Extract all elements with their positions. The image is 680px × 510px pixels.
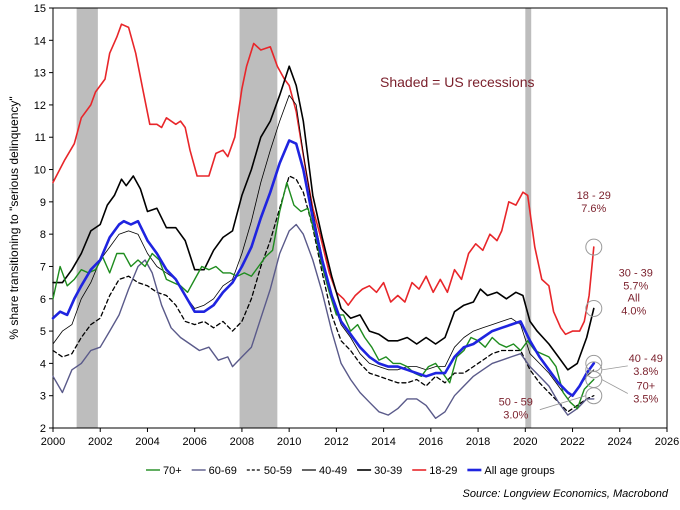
annotation-label-5-0: 50 - 59 xyxy=(499,397,533,409)
legend-label-5: 18-29 xyxy=(429,465,457,477)
x-tick-label-11: 2022 xyxy=(560,436,584,448)
y-tick-label-8: 10 xyxy=(34,165,46,177)
series-line-60-69 xyxy=(52,223,595,419)
recession-note: Shaded = US recessions xyxy=(380,74,534,90)
legend-label-6: All age groups xyxy=(484,465,555,477)
annotation-leader-3 xyxy=(601,365,628,371)
annotation-circle-0 xyxy=(585,238,603,256)
recession-band-1 xyxy=(239,8,278,428)
annotation-label-3-1: 3.8% xyxy=(633,366,658,378)
y-tick-label-6: 8 xyxy=(40,229,46,241)
plot-frame xyxy=(52,7,668,429)
x-tick-label-13: 2026 xyxy=(655,436,679,448)
annotation-circle-1 xyxy=(585,299,603,317)
source-note: Source: Longview Economics, Macrobond xyxy=(463,488,669,500)
y-tick-label-5: 7 xyxy=(40,261,46,273)
x-tick-label-10: 2020 xyxy=(513,436,537,448)
y-tick-label-13: 15 xyxy=(34,3,46,15)
annotation-label-0-0: 18 - 29 xyxy=(577,190,611,202)
legend-label-2: 50-59 xyxy=(264,465,292,477)
y-tick-label-12: 14 xyxy=(34,35,46,47)
legend-label-4: 30-39 xyxy=(374,465,402,477)
legend-label-0: 70+ xyxy=(163,465,182,477)
x-tick-label-6: 2012 xyxy=(324,436,348,448)
x-tick-label-7: 2014 xyxy=(371,436,395,448)
annotation-label-0-1: 7.6% xyxy=(581,203,606,215)
y-tick-label-10: 12 xyxy=(34,100,46,112)
x-tick-label-9: 2018 xyxy=(466,436,490,448)
y-tick-label-4: 6 xyxy=(40,294,46,306)
y-tick-label-9: 11 xyxy=(35,132,46,144)
y-tick-label-7: 9 xyxy=(40,197,46,209)
series-lines xyxy=(51,23,596,419)
annotation-label-2-0: All xyxy=(628,292,640,304)
annotation-label-4-0: 70+ xyxy=(636,381,655,393)
y-tick-label-0: 2 xyxy=(40,423,46,435)
series-line-50-59 xyxy=(52,175,595,413)
x-tick-label-4: 2008 xyxy=(230,436,254,448)
x-tick-label-0: 2000 xyxy=(41,436,65,448)
legend-label-1: 60-69 xyxy=(209,465,237,477)
annotation-label-5-1: 3.0% xyxy=(503,410,528,422)
annotation-label-1-1: 5.7% xyxy=(623,280,648,292)
y-tick-label-11: 13 xyxy=(34,68,46,80)
series-line-70- xyxy=(52,181,595,410)
series-line-18-29 xyxy=(52,23,595,336)
x-tick-label-3: 2006 xyxy=(182,436,206,448)
x-tick-label-2: 2004 xyxy=(135,436,159,448)
y-tick-label-2: 4 xyxy=(40,358,46,370)
x-tick-label-5: 2010 xyxy=(277,436,301,448)
legend-label-3: 40-49 xyxy=(319,465,347,477)
x-tick-label-12: 2024 xyxy=(608,436,632,448)
recession-bands xyxy=(76,8,532,428)
axes: 2000 2002 2004 2006 2008 2010 2012 2014 2016 2018… xyxy=(34,3,679,448)
annotation-leader-4 xyxy=(601,379,628,394)
series-line-all-age-groups xyxy=(51,139,596,397)
y-axis-label: % share transitioning to "serious delinq… xyxy=(7,96,21,339)
x-tick-label-1: 2002 xyxy=(88,436,112,448)
annotation-label-3-0: 40 - 49 xyxy=(629,353,663,365)
legend: 70+ 60-69 50-59 40-49 30-39 18-29 All age grou… xyxy=(146,465,555,477)
annotation-leader-5 xyxy=(539,395,586,411)
y-tick-label-3: 5 xyxy=(40,326,46,338)
annotation-label-1-0: 30 - 39 xyxy=(619,267,653,279)
x-tick-label-8: 2016 xyxy=(419,436,443,448)
y-tick-label-1: 3 xyxy=(40,391,46,403)
annotation-label-4-1: 3.5% xyxy=(633,394,658,406)
series-line-30-39 xyxy=(52,65,595,371)
annotation-label-2-1: 4.0% xyxy=(621,305,646,317)
recession-band-2 xyxy=(525,8,532,428)
